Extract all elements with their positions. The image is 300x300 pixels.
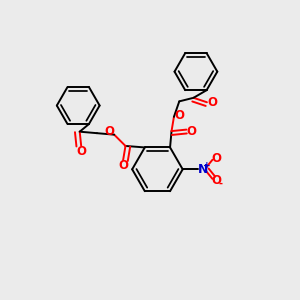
Text: N: N (198, 163, 208, 176)
Text: O: O (77, 145, 87, 158)
Text: O: O (118, 159, 128, 172)
Text: O: O (207, 96, 217, 109)
Text: +: + (203, 161, 211, 170)
Text: O: O (187, 124, 197, 138)
Text: O: O (174, 109, 184, 122)
Text: O: O (105, 125, 115, 138)
Text: O: O (211, 174, 221, 187)
Text: -: - (219, 178, 223, 189)
Text: O: O (211, 152, 221, 165)
